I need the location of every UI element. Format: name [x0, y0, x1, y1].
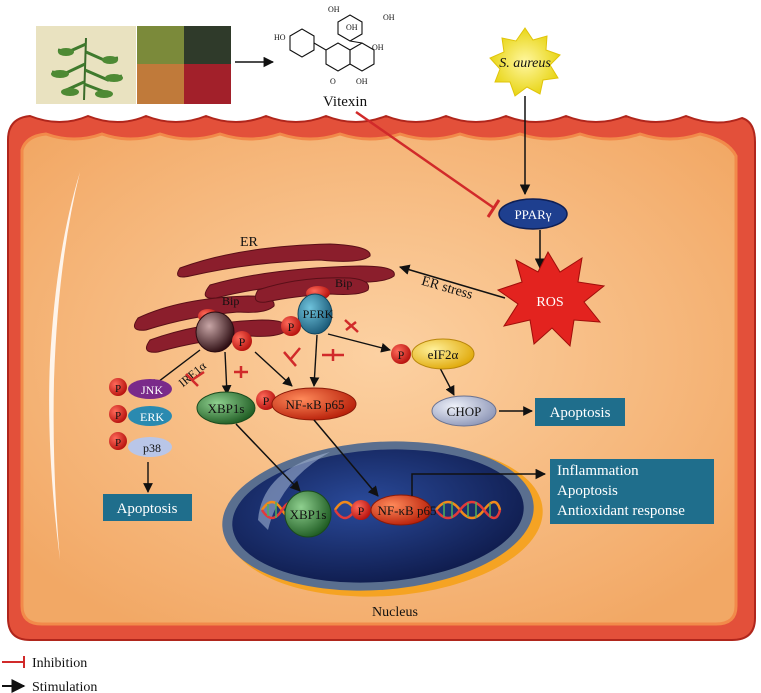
inhibition-legend-label: Inhibition [32, 656, 87, 671]
inhibit-bar [486, 199, 501, 218]
jnk-node [128, 379, 172, 399]
atom-label: OH [356, 77, 368, 86]
p38-phospho [109, 432, 127, 450]
cell-highlight [49, 172, 80, 560]
xbp1s-node [196, 391, 256, 425]
eif2a-phospho-label: P [398, 348, 405, 362]
p38-label: p38 [143, 441, 161, 455]
nfkb-phospho-label: P [263, 394, 270, 408]
outcome-line: Antioxidant response [557, 503, 685, 519]
ppar-label: PPARγ [514, 207, 551, 222]
jnk-phospho-label: P [115, 383, 121, 395]
nucleus-label: Nucleus [372, 605, 418, 620]
perk-node [297, 293, 333, 335]
eif2a-label: eIF2α [428, 347, 459, 362]
seed-photos [137, 26, 231, 104]
outcome-line: Apoptosis [557, 483, 618, 499]
jnk-label: JNK [141, 383, 163, 397]
p38-phospho-label: P [115, 437, 121, 449]
outcome-line: Inflammation [557, 463, 639, 479]
atom-label: OH [372, 43, 384, 52]
nfkb-nuclear-node [370, 494, 432, 526]
nucleus-output-arrow [411, 468, 547, 496]
vitexin-structure [289, 14, 375, 72]
jnk-phospho [109, 378, 127, 396]
ire1-node [195, 311, 235, 353]
perk-phospho [281, 316, 301, 336]
xbp1s-label: XBP1s [208, 401, 245, 416]
ros-label: ROS [536, 295, 563, 310]
eif2a-phospho [391, 344, 411, 364]
eif2a-node [411, 338, 475, 370]
erk-label: ERK [140, 410, 164, 424]
ppar-node [498, 198, 568, 230]
atom-label: HO [274, 33, 286, 42]
ire1-phospho-label: P [239, 335, 246, 349]
xbp1s-nuclear-label: XBP1s [290, 507, 327, 522]
bip-left-label: Bip [222, 294, 239, 308]
p38-node [128, 437, 172, 457]
apoptosis-left-label: Apoptosis [117, 501, 178, 517]
nfkb-nuclear-phospho [351, 500, 371, 520]
apoptosis-box-right [535, 398, 625, 426]
nfkb-label: NF-κB p65 [286, 397, 345, 412]
atom-label: O [330, 77, 336, 86]
nfkb-phospho [256, 390, 276, 410]
ros-burst [496, 250, 606, 348]
nfkb-nuclear-label: NF-κB p65 [378, 503, 437, 518]
vitexin-inhibits-ppar [355, 110, 495, 210]
atom-label: OH [346, 23, 358, 32]
vitexin-label: Vitexin [323, 94, 368, 110]
er-label: ER [240, 235, 259, 250]
erk-node [128, 406, 172, 426]
s-aureus-label: S. aureus [499, 56, 551, 71]
legend: Inhibition Stimulation [2, 656, 97, 693]
chop-node [431, 395, 497, 427]
perk-phospho-label: P [288, 320, 295, 334]
xbp1s-nuclear-node [284, 490, 332, 538]
ire1-perk-arrows [143, 333, 533, 493]
erk-phospho-label: P [115, 410, 121, 422]
nfkb-to-nucleus-arrow [313, 419, 379, 497]
chop-label: CHOP [447, 404, 482, 419]
ire1-phospho [232, 331, 252, 351]
xbp1s-to-nucleus-arrow [235, 423, 301, 492]
perk-label: PERK [303, 307, 334, 321]
plant-photo [36, 26, 136, 104]
atom-label: OH [383, 13, 395, 22]
ros-to-er-arrow [398, 264, 506, 299]
outcomes-box [550, 459, 714, 524]
atom-label: OH [328, 5, 340, 14]
bip-right-label: Bip [335, 276, 352, 290]
apoptosis-right-label: Apoptosis [550, 405, 611, 421]
stimulation-legend-label: Stimulation [32, 680, 97, 693]
apoptosis-box-left [103, 494, 192, 521]
inhibition-marks [185, 319, 359, 387]
s-aureus-icon [489, 27, 561, 97]
nfkb-nuclear-phospho-label: P [358, 504, 365, 518]
vitexin-atom-labels: HO OH OH OH OH O OH [274, 5, 395, 86]
erk-phospho [109, 405, 127, 423]
